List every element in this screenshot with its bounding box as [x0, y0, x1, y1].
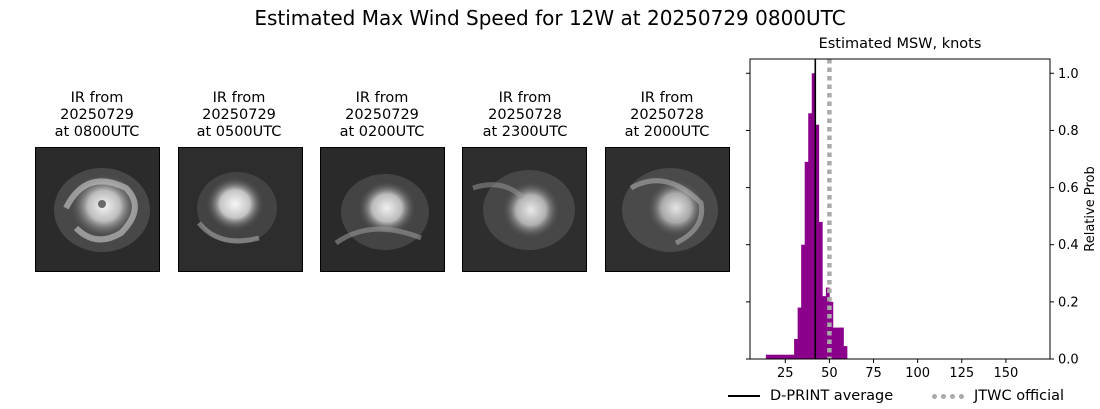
histogram-bar — [794, 339, 798, 359]
ir-caption-line: IR from — [70, 90, 124, 106]
ir-satellite-image-1 — [35, 147, 160, 272]
legend-jtwc-label: JTWC official — [974, 388, 1065, 404]
ir-caption-4: IR from 20250728 at 2300UTC — [450, 90, 600, 141]
histogram-bar — [769, 354, 774, 359]
y-tick-label: 0.8 — [1058, 124, 1079, 139]
histogram-bar — [836, 327, 841, 359]
ir-satellite-image-5 — [605, 147, 730, 272]
histogram-bar — [790, 354, 795, 359]
y-tick-label: 0.4 — [1058, 238, 1079, 253]
legend-solid-line-swatch — [728, 395, 760, 397]
ir-caption-line: IR from — [640, 90, 694, 106]
ir-caption-3: IR from 20250729 at 0200UTC — [307, 90, 457, 141]
histogram-bar — [780, 354, 784, 359]
ir-caption-time: at 2300UTC — [482, 124, 568, 140]
ir-caption-line: IR from — [212, 90, 266, 106]
histogram-bar — [776, 354, 781, 359]
x-tick-label: 150 — [993, 366, 1018, 381]
y-tick-label: 1.0 — [1058, 67, 1079, 82]
ir-caption-5: IR from 20250728 at 2000UTC — [592, 90, 742, 141]
ir-caption-line: IR from — [355, 90, 409, 106]
histogram-bar — [808, 113, 813, 360]
histogram-bar — [822, 296, 827, 359]
ir-caption-date: 20250728 — [488, 107, 562, 123]
ir-satellite-image-3 — [320, 147, 445, 272]
ir-caption-time: at 0800UTC — [54, 124, 140, 140]
histogram-bar — [797, 307, 802, 359]
histogram-bar — [815, 124, 820, 359]
histogram-bar — [818, 221, 823, 359]
y-tick-label: 0.0 — [1058, 353, 1079, 368]
ir-satellite-image-4 — [462, 147, 587, 272]
histogram-bar — [811, 73, 816, 360]
ir-caption-time: at 0500UTC — [196, 124, 282, 140]
histogram-bar — [832, 327, 837, 359]
legend-dprint: D-PRINT average — [728, 386, 893, 406]
x-tick-label: 50 — [821, 366, 838, 381]
ir-caption-1: IR from 20250729 at 0800UTC — [22, 90, 172, 141]
legend-jtwc: JTWC official — [932, 386, 1064, 406]
x-tick-label: 125 — [949, 366, 974, 381]
ir-caption-date: 20250729 — [202, 107, 276, 123]
histogram-bar — [801, 244, 806, 359]
y-tick-label: 0.2 — [1058, 295, 1079, 310]
histogram-bar — [783, 354, 788, 359]
histogram-bar — [772, 354, 777, 359]
ir-satellite-image-2 — [178, 147, 303, 272]
ir-caption-time: at 2000UTC — [624, 124, 710, 140]
y-tick-label: 0.6 — [1058, 181, 1079, 196]
histogram-bar — [765, 354, 770, 359]
ir-caption-date: 20250728 — [630, 107, 704, 123]
histogram-bar — [804, 161, 809, 359]
ir-caption-date: 20250729 — [60, 107, 134, 123]
x-tick-label: 25 — [777, 366, 794, 381]
ir-caption-date: 20250729 — [345, 107, 419, 123]
histogram-bar — [787, 354, 791, 359]
ir-caption-time: at 0200UTC — [339, 124, 425, 140]
legend-dprint-label: D-PRINT average — [770, 388, 894, 404]
ir-caption-line: IR from — [498, 90, 552, 106]
plot-frame — [749, 58, 1051, 360]
x-tick-label: 75 — [865, 366, 882, 381]
y-axis-label: Relative Prob — [1083, 166, 1098, 251]
ir-caption-2: IR from 20250729 at 0500UTC — [164, 90, 314, 141]
histogram-bar — [843, 346, 848, 359]
histogram-bar — [840, 327, 844, 359]
histogram-bar — [829, 301, 834, 359]
legend-dotted-line-swatch — [932, 393, 964, 399]
x-tick-label: 100 — [905, 366, 930, 381]
chart-title: Estimated MSW, knots — [818, 36, 982, 52]
figure-title: Estimated Max Wind Speed for 12W at 2025… — [254, 6, 846, 30]
